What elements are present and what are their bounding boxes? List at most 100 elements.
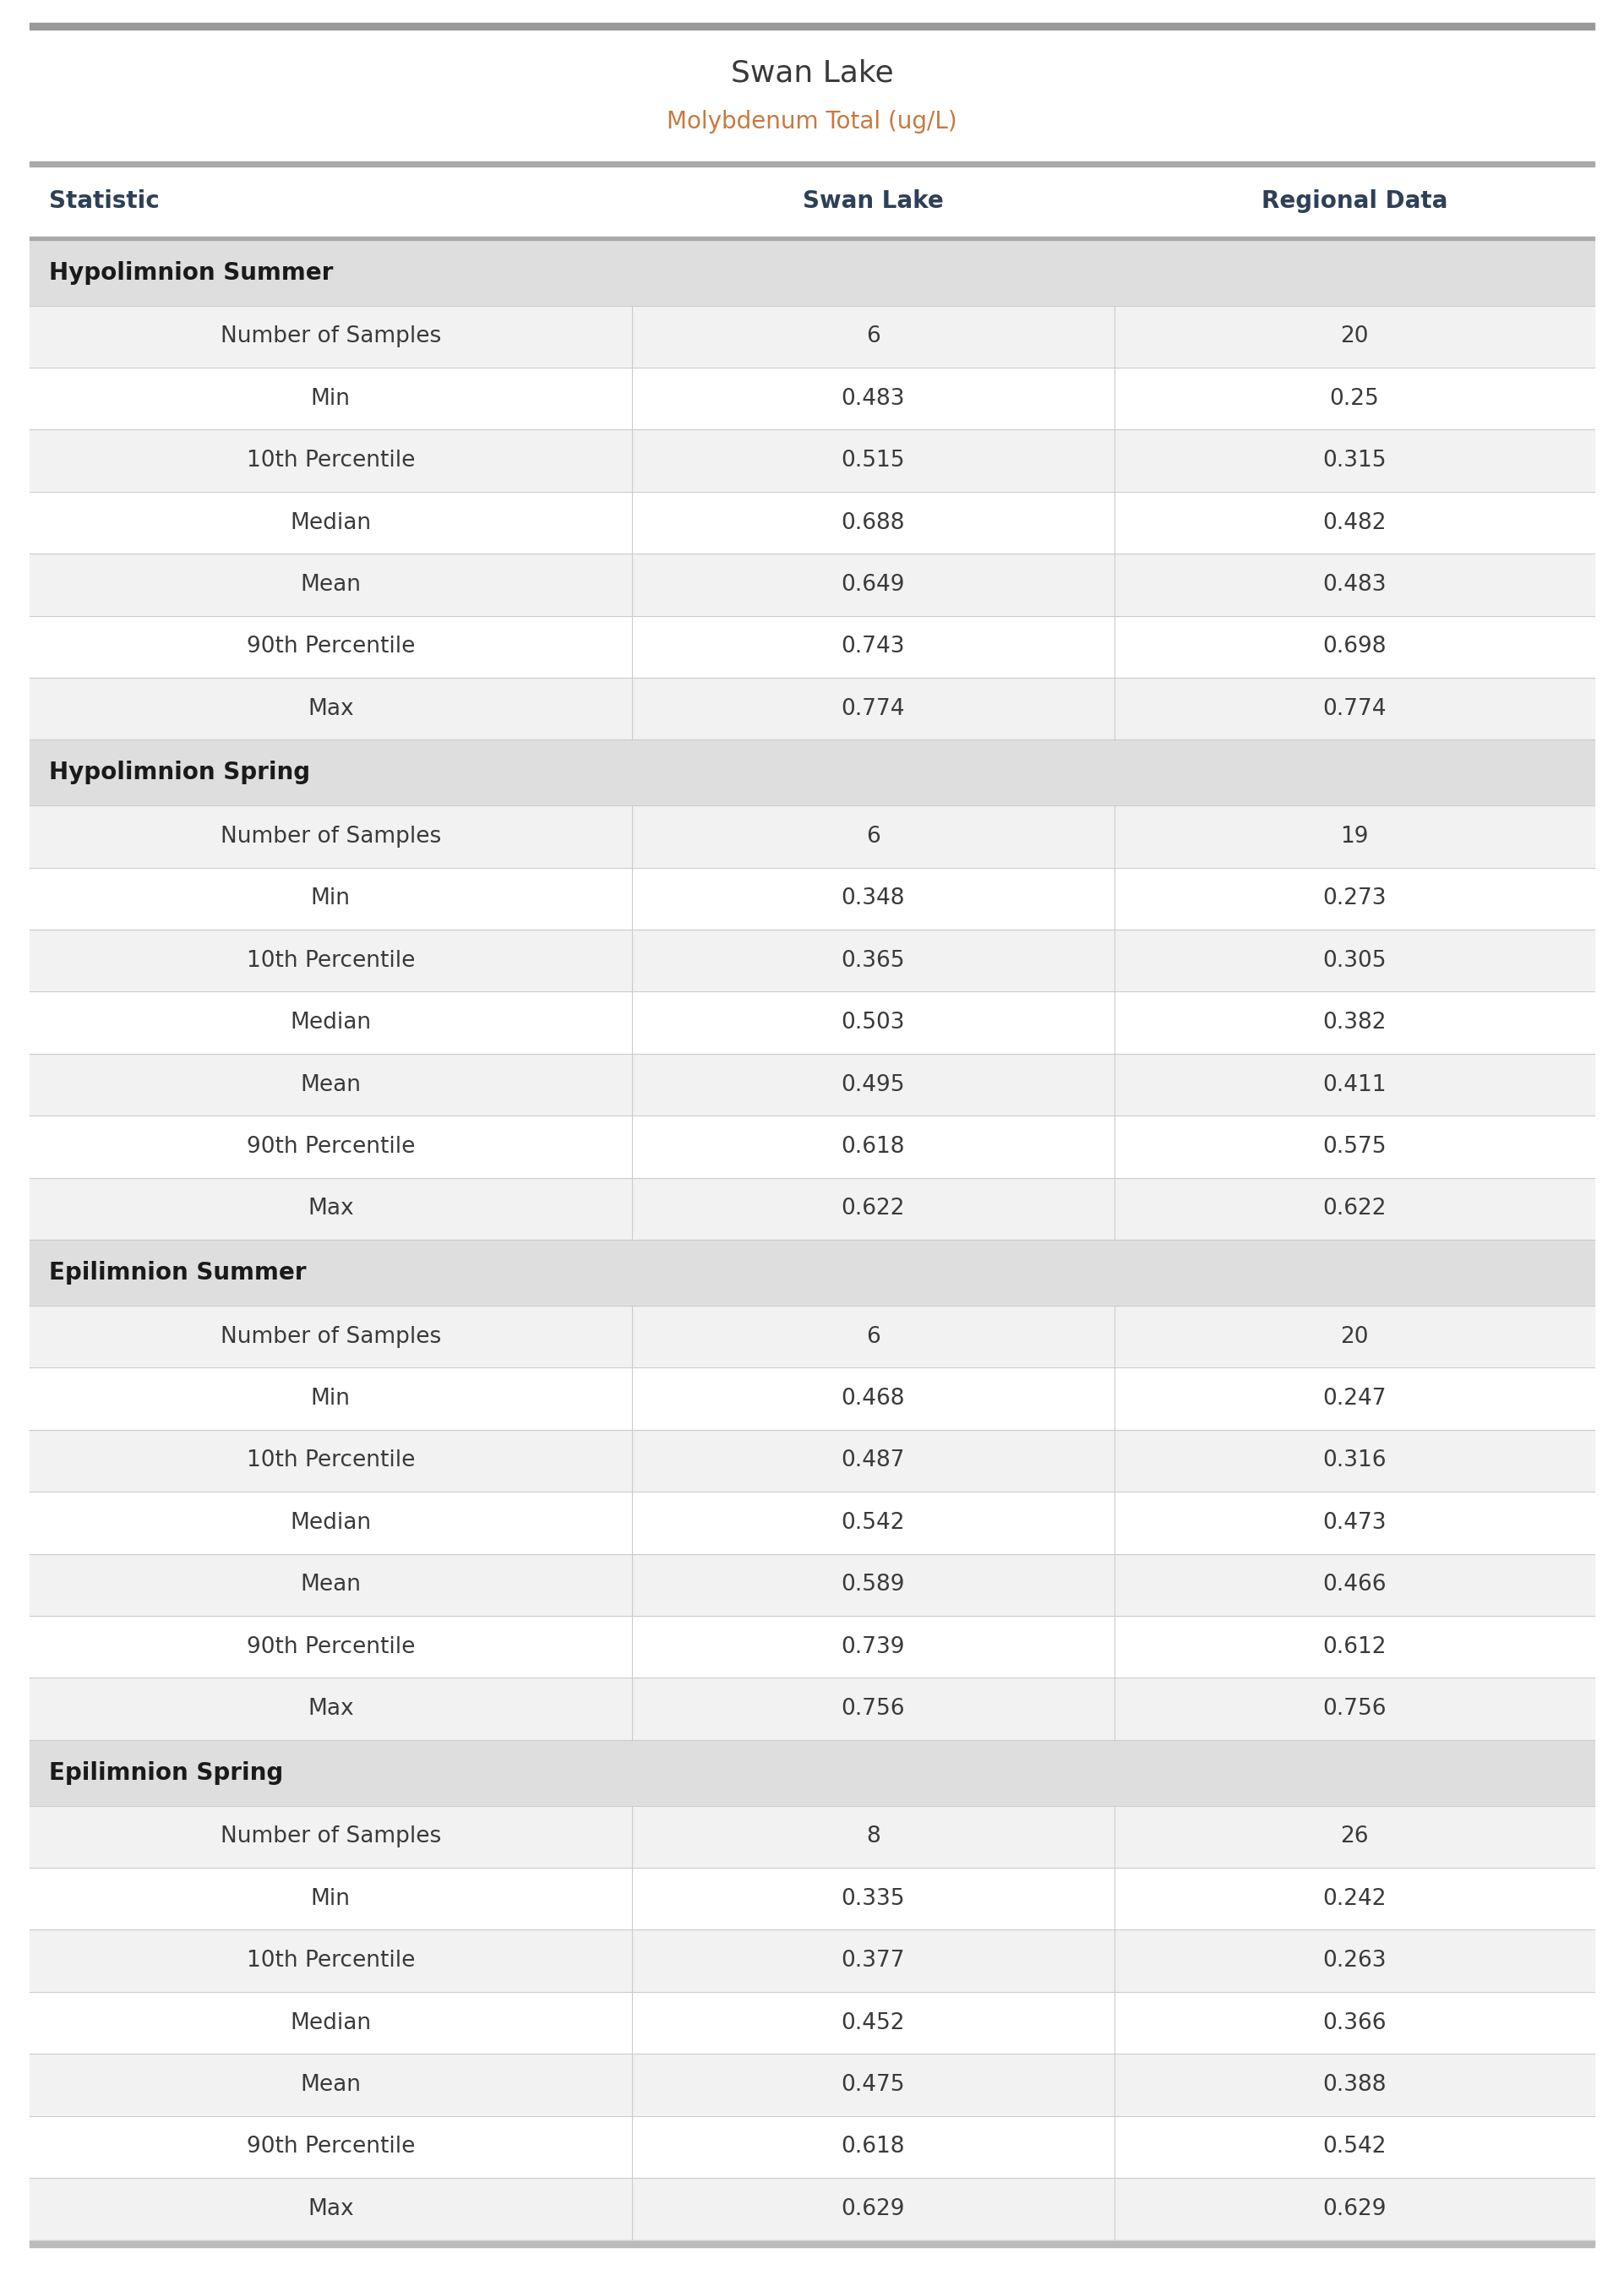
Text: 0.366: 0.366: [1322, 2011, 1387, 2034]
Text: 0.495: 0.495: [841, 1074, 905, 1096]
Text: 0.316: 0.316: [1322, 1451, 1387, 1471]
Text: Median: Median: [291, 2011, 372, 2034]
Bar: [29, 679, 1595, 740]
Text: 90th Percentile: 90th Percentile: [247, 1637, 414, 1657]
Text: 0.411: 0.411: [1322, 1074, 1387, 1096]
Text: 26: 26: [1340, 1825, 1369, 1848]
Text: 90th Percentile: 90th Percentile: [247, 636, 414, 658]
Bar: [29, 236, 1595, 241]
Text: 0.743: 0.743: [841, 636, 905, 658]
Text: 6: 6: [866, 826, 880, 847]
Text: 10th Percentile: 10th Percentile: [247, 449, 414, 472]
Text: Max: Max: [307, 2197, 354, 2220]
Text: Regional Data: Regional Data: [1262, 191, 1447, 213]
Text: 20: 20: [1340, 325, 1369, 347]
Bar: [29, 1555, 1595, 1616]
Text: 0.483: 0.483: [1322, 574, 1387, 595]
Text: 90th Percentile: 90th Percentile: [247, 1135, 414, 1158]
Bar: [29, 168, 1595, 236]
Bar: [29, 992, 1595, 1053]
Text: 0.468: 0.468: [841, 1387, 905, 1410]
Text: 0.388: 0.388: [1322, 2075, 1387, 2095]
Text: 0.25: 0.25: [1330, 388, 1379, 409]
Text: 0.305: 0.305: [1322, 949, 1387, 972]
Text: Hypolimnion Summer: Hypolimnion Summer: [49, 261, 333, 284]
Bar: [29, 1369, 1595, 1430]
Bar: [29, 30, 1595, 161]
Text: 0.774: 0.774: [1322, 697, 1387, 720]
Bar: [29, 1239, 1595, 1305]
Text: 0.348: 0.348: [841, 888, 905, 910]
Text: 8: 8: [866, 1825, 880, 1848]
Bar: [29, 2177, 1595, 2240]
Text: Epilimnion Spring: Epilimnion Spring: [49, 1762, 283, 1784]
Text: 0.739: 0.739: [841, 1637, 905, 1657]
Bar: [29, 740, 1595, 806]
Text: Mean: Mean: [300, 2075, 361, 2095]
Bar: [29, 241, 1595, 306]
Bar: [29, 1678, 1595, 1741]
Text: Number of Samples: Number of Samples: [221, 1825, 442, 1848]
Text: 0.629: 0.629: [1322, 2197, 1387, 2220]
Text: 10th Percentile: 10th Percentile: [247, 1451, 414, 1471]
Bar: [29, 931, 1595, 992]
Text: 0.756: 0.756: [841, 1698, 905, 1721]
Bar: [29, 2054, 1595, 2116]
Bar: [29, 615, 1595, 679]
Text: 0.618: 0.618: [841, 2136, 905, 2159]
Text: Median: Median: [291, 1012, 372, 1033]
Text: 0.466: 0.466: [1322, 1573, 1387, 1596]
Bar: [29, 1616, 1595, 1678]
Bar: [29, 1053, 1595, 1117]
Text: 0.315: 0.315: [1322, 449, 1387, 472]
Text: 0.756: 0.756: [1322, 1698, 1387, 1721]
Text: 0.473: 0.473: [1322, 1512, 1387, 1535]
Text: 0.482: 0.482: [1322, 511, 1387, 533]
Text: 0.622: 0.622: [1322, 1199, 1387, 1219]
Text: 0.273: 0.273: [1322, 888, 1387, 910]
Text: 0.263: 0.263: [1322, 1950, 1387, 1973]
Bar: [29, 2116, 1595, 2177]
Bar: [29, 306, 1595, 368]
Bar: [29, 368, 1595, 429]
Text: Median: Median: [291, 1512, 372, 1535]
Text: 0.335: 0.335: [841, 1889, 905, 1909]
Text: 0.629: 0.629: [841, 2197, 905, 2220]
Text: Swan Lake: Swan Lake: [731, 59, 893, 89]
Text: 0.649: 0.649: [841, 574, 905, 595]
Text: 0.698: 0.698: [1322, 636, 1387, 658]
Text: Max: Max: [307, 697, 354, 720]
Bar: [29, 493, 1595, 554]
Text: 0.622: 0.622: [841, 1199, 905, 1219]
Text: 10th Percentile: 10th Percentile: [247, 949, 414, 972]
Bar: [29, 161, 1595, 168]
Text: Mean: Mean: [300, 1573, 361, 1596]
Text: 0.487: 0.487: [841, 1451, 905, 1471]
Bar: [29, 867, 1595, 931]
Text: 0.774: 0.774: [841, 697, 905, 720]
Text: 6: 6: [866, 1326, 880, 1348]
Text: 0.365: 0.365: [841, 949, 905, 972]
Text: 0.612: 0.612: [1322, 1637, 1387, 1657]
Bar: [29, 1930, 1595, 1991]
Text: Hypolimnion Spring: Hypolimnion Spring: [49, 760, 310, 785]
Bar: [29, 1741, 1595, 1805]
Text: 6: 6: [866, 325, 880, 347]
Text: 0.475: 0.475: [841, 2075, 905, 2095]
Text: 0.688: 0.688: [841, 511, 905, 533]
Text: 0.589: 0.589: [841, 1573, 905, 1596]
Text: 0.242: 0.242: [1322, 1889, 1387, 1909]
Text: 0.542: 0.542: [1322, 2136, 1387, 2159]
Text: Statistic: Statistic: [49, 191, 159, 213]
Bar: [29, 1491, 1595, 1555]
Text: 0.618: 0.618: [841, 1135, 905, 1158]
Bar: [29, 2240, 1595, 2247]
Bar: [29, 806, 1595, 867]
Text: Min: Min: [310, 1387, 351, 1410]
Bar: [29, 1178, 1595, 1239]
Text: Swan Lake: Swan Lake: [802, 191, 944, 213]
Text: Max: Max: [307, 1199, 354, 1219]
Text: 0.515: 0.515: [841, 449, 905, 472]
Text: 0.377: 0.377: [841, 1950, 905, 1973]
Text: 0.575: 0.575: [1322, 1135, 1387, 1158]
